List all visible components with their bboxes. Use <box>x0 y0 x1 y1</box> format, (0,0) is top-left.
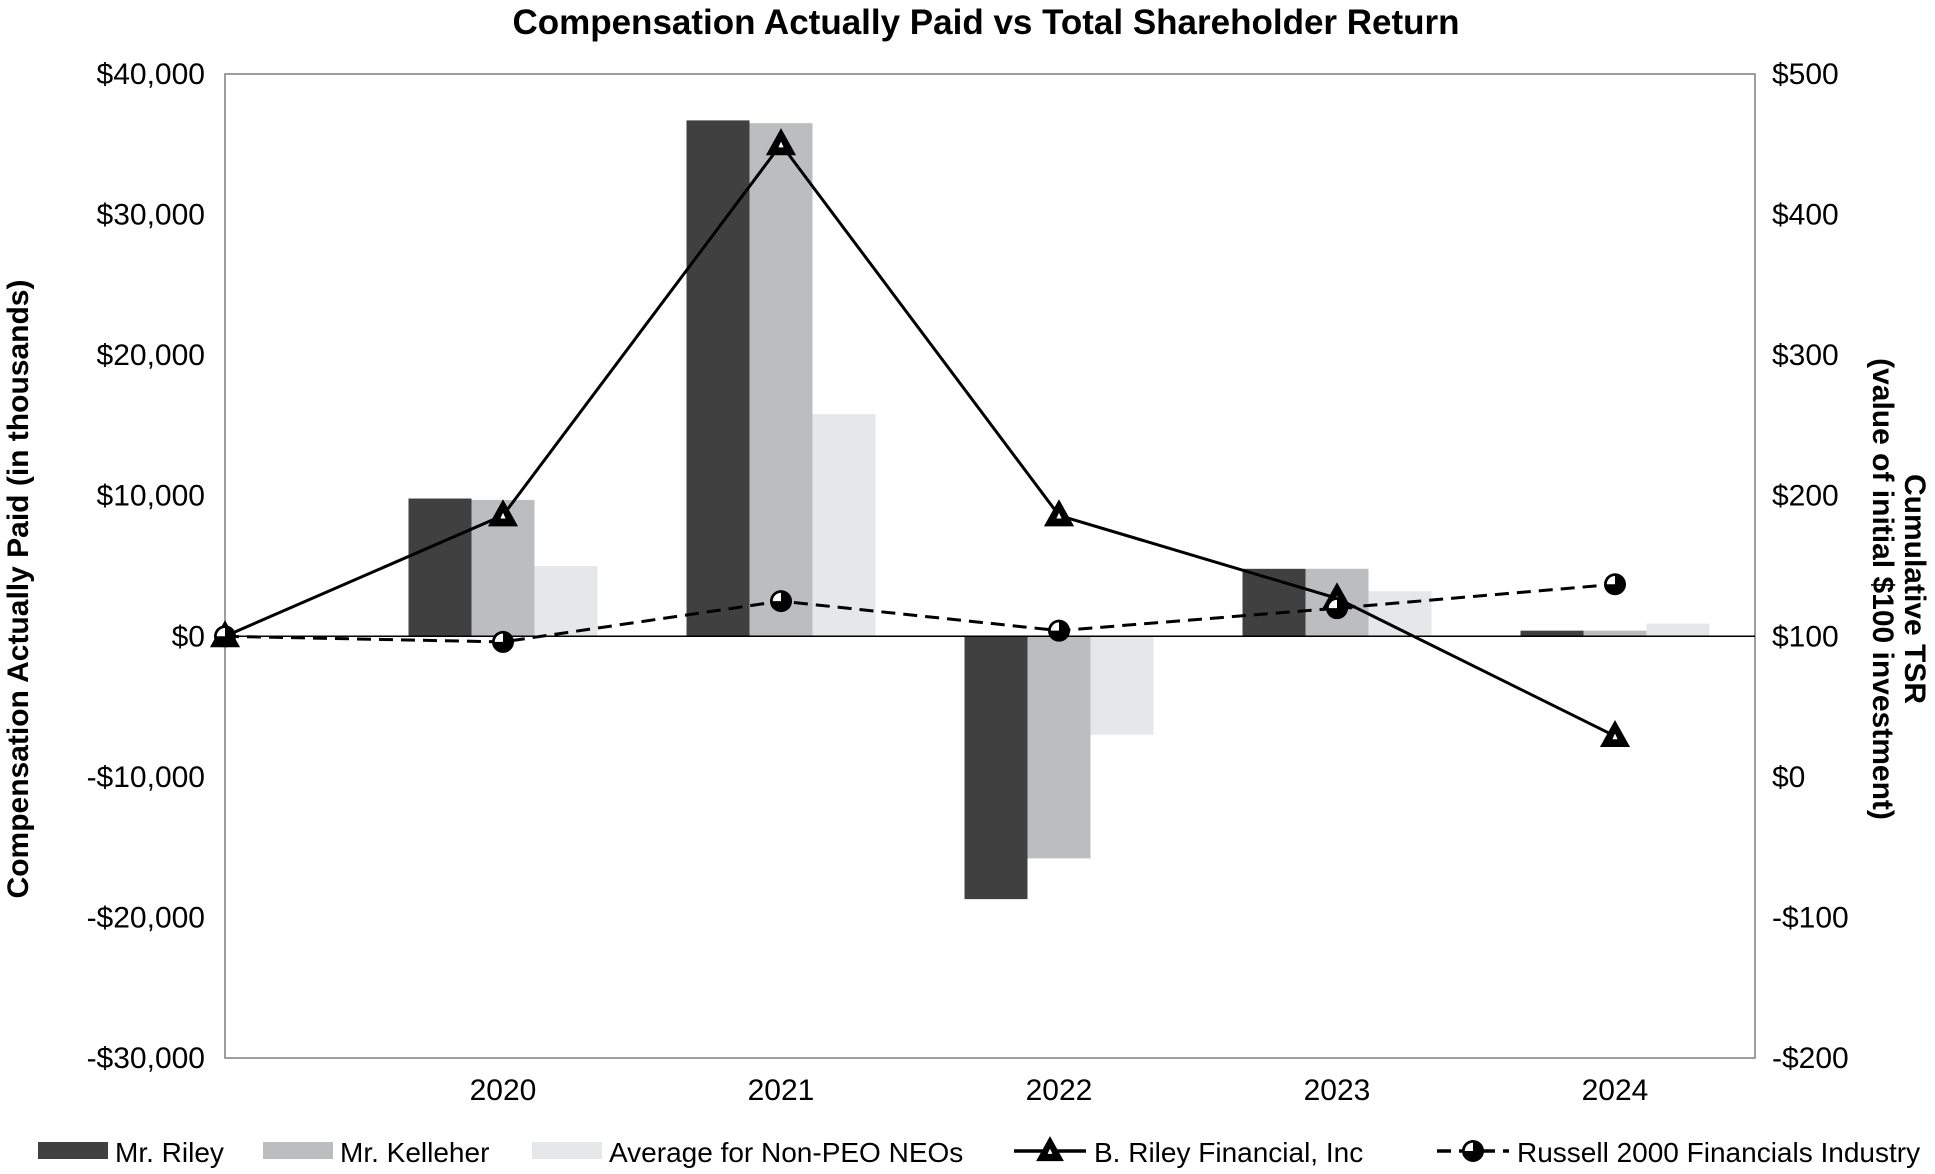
y-tick-label: $20,000 <box>97 339 205 372</box>
marker-b-riley-financial-inc-2020-inner <box>500 512 506 519</box>
legend-label-average-for-non-peo-neos: Average for Non-PEO NEOs <box>609 1137 963 1168</box>
marker-b-riley-financial-inc-2021-inner <box>778 141 784 148</box>
bar-average-for-non-peo-neos-2024 <box>1646 623 1710 637</box>
legend-swatch-average-for-non-peo-neos <box>532 1142 602 1159</box>
y2-tick-label: -$100 <box>1772 901 1849 934</box>
marker-russell-2000-financials-industry-2023-inner <box>1328 599 1337 609</box>
y-axis-title: Compensation Actually Paid (in thousands… <box>2 280 35 899</box>
x-tick-label: 2022 <box>1026 1074 1093 1107</box>
marker-russell-2000-financials-industry-2024-inner <box>1606 576 1615 585</box>
legend-marker-b-riley-financial-inc-inner <box>1047 1148 1053 1154</box>
bar-mr-riley-2024 <box>1520 630 1584 637</box>
chart-title: Compensation Actually Paid vs Total Shar… <box>512 3 1459 42</box>
bar-mr-riley-2020 <box>408 498 472 637</box>
y2-tick-label: $500 <box>1772 58 1839 91</box>
legend-label-mr-riley: Mr. Riley <box>115 1137 224 1168</box>
x-tick-label: 2020 <box>470 1074 537 1107</box>
y2-tick-label: $200 <box>1772 480 1839 513</box>
y-tick-label: $0 <box>172 620 205 653</box>
bar-average-for-non-peo-neos-2021 <box>812 414 876 637</box>
y2-tick-label: $400 <box>1772 199 1839 232</box>
legend-marker-russell-2000-financials-industry-inner <box>1464 1142 1473 1151</box>
legend-swatch-mr-riley <box>38 1142 108 1159</box>
line-b-riley-financial-inc <box>224 141 1616 738</box>
bar-mr-riley-2021 <box>686 120 750 637</box>
bar-mr-kelleher-2021 <box>749 123 813 637</box>
bar-mr-kelleher-2022 <box>1027 636 1091 859</box>
legend-label-mr-kelleher: Mr. Kelleher <box>340 1137 489 1168</box>
y-tick-label: $10,000 <box>97 480 205 513</box>
x-tick-label: 2023 <box>1304 1074 1371 1107</box>
plot-frame <box>224 73 1756 1059</box>
legend-swatch-mr-kelleher <box>263 1142 333 1159</box>
y-tick-label: -$10,000 <box>87 761 205 794</box>
y-tick-label: -$20,000 <box>87 901 205 934</box>
marker-russell-2000-financials-industry-2021-inner <box>772 592 781 602</box>
y2-axis-title-line1: Cumulative TSR <box>1898 474 1931 704</box>
x-tick-label: 2021 <box>748 1074 815 1107</box>
legend-label-russell-2000-financials-industry: Russell 2000 Financials Industry <box>1517 1137 1920 1168</box>
line-russell-2000-financials-industry <box>224 582 1616 644</box>
y-tick-label: $40,000 <box>97 58 205 91</box>
bar-mr-kelleher-2024 <box>1583 630 1647 637</box>
y2-axis-title-line2: (value of initial $100 investment) <box>1866 358 1899 820</box>
marker-russell-2000-financials-industry-2020-inner <box>494 633 503 642</box>
bar-average-for-non-peo-neos-2020 <box>534 566 598 637</box>
y-tick-label: -$30,000 <box>87 1042 205 1075</box>
y2-tick-label: $300 <box>1772 339 1839 372</box>
marker-russell-2000-financials-industry-2019-inner <box>216 628 225 637</box>
marker-b-riley-financial-inc-2022-inner <box>1056 512 1062 519</box>
bar-average-for-non-peo-neos-2022 <box>1090 636 1154 735</box>
marker-russell-2000-financials-industry-2022-inner <box>1050 622 1059 631</box>
y2-tick-label: -$200 <box>1772 1042 1849 1075</box>
x-tick-label: 2024 <box>1582 1074 1649 1107</box>
marker-b-riley-financial-inc-2024-inner <box>1612 733 1618 740</box>
y2-tick-label: $100 <box>1772 620 1839 653</box>
y2-tick-label: $0 <box>1772 761 1805 794</box>
legend-label-b-riley-financial-inc: B. Riley Financial, Inc <box>1094 1137 1363 1168</box>
bar-mr-riley-2022 <box>964 636 1028 900</box>
y-tick-label: $30,000 <box>97 199 205 232</box>
